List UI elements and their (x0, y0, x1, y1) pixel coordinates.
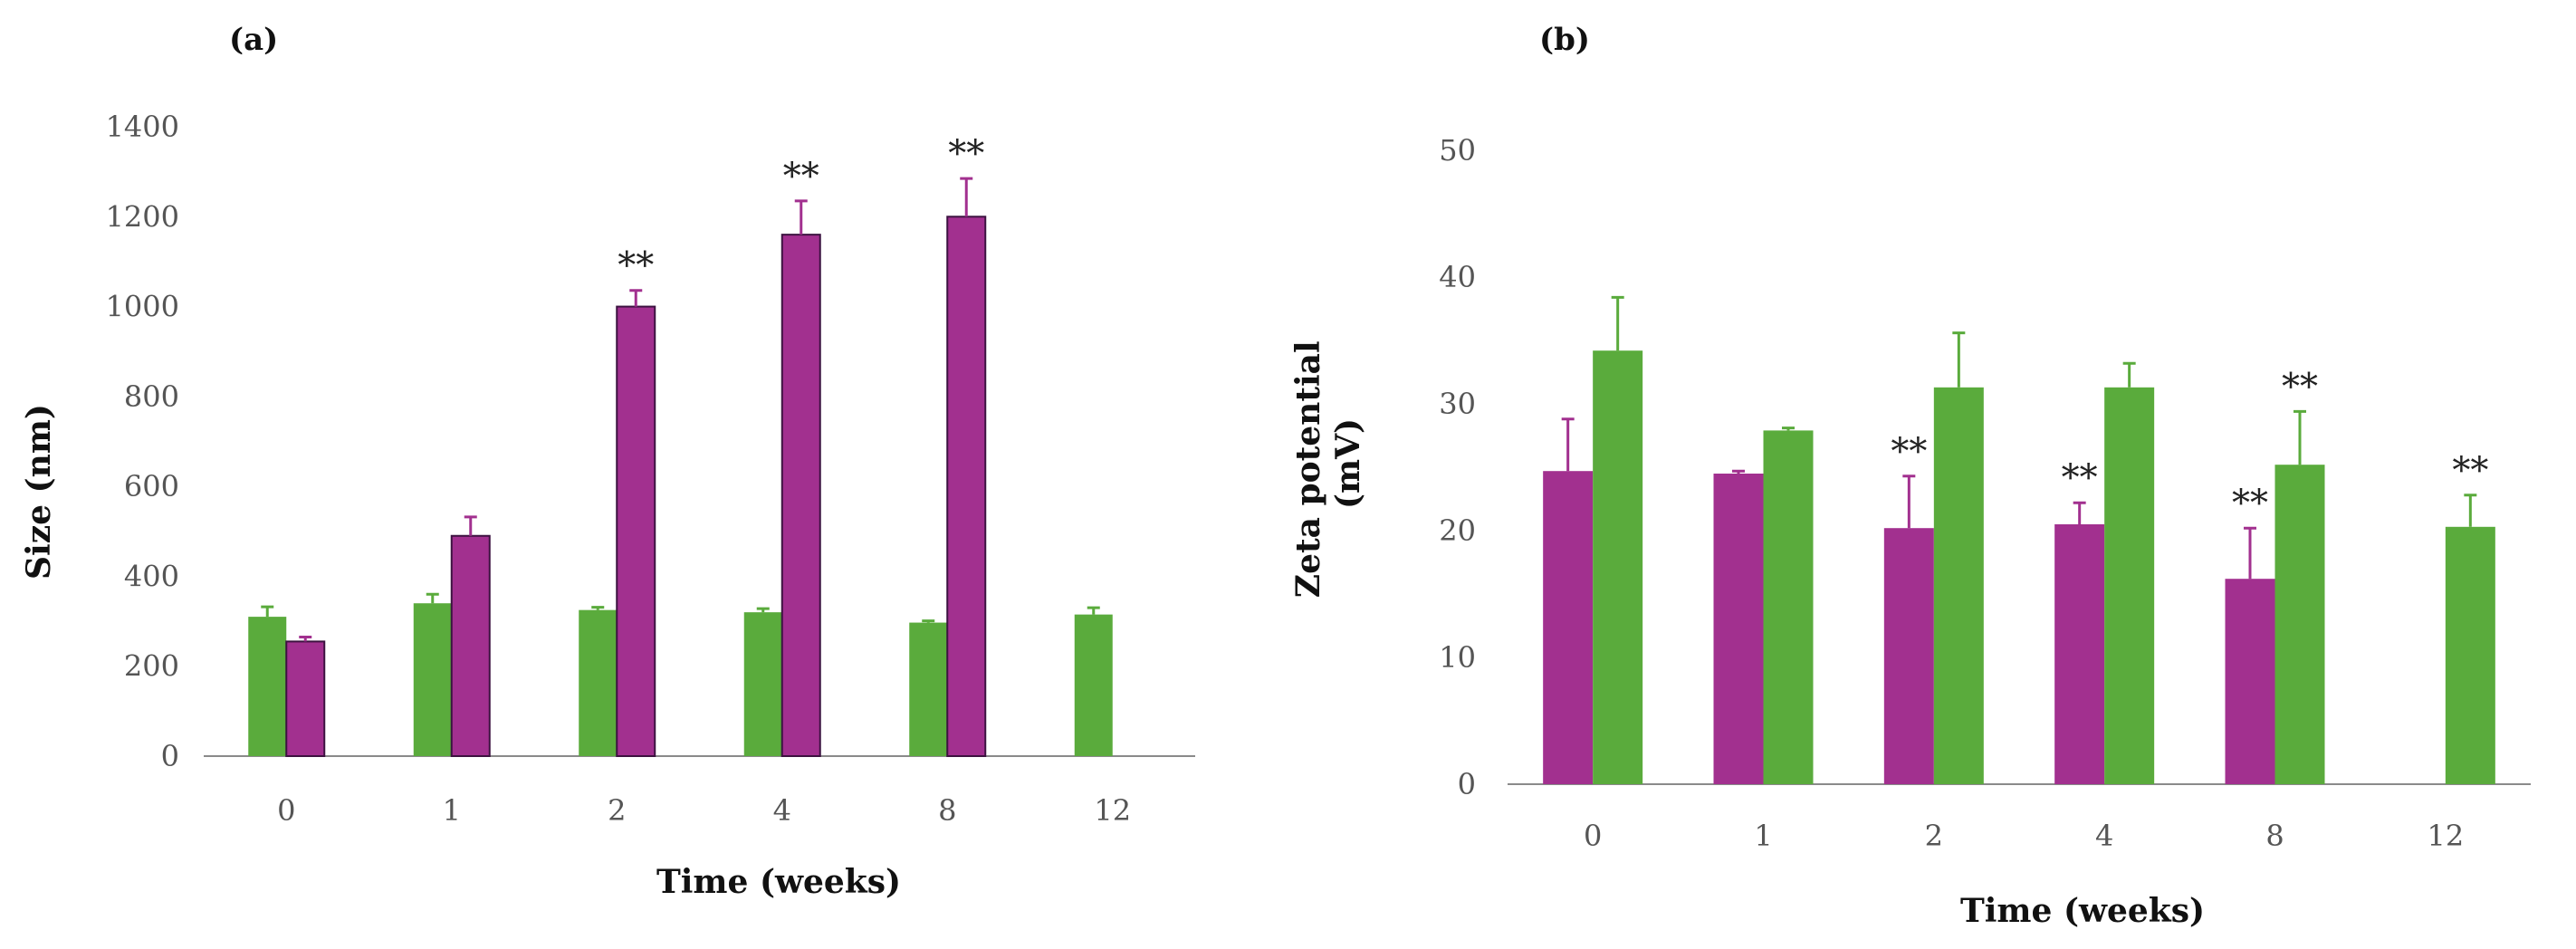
error-bar-green-0 (261, 605, 274, 618)
bar-magenta-0 (285, 640, 326, 757)
bars-b (1543, 350, 2495, 784)
error-bar-magenta-4 (2073, 501, 2086, 524)
bar-magenta-4 (780, 234, 821, 757)
error-bars-b (1561, 295, 2477, 580)
error-bar-green-12 (1087, 606, 1100, 615)
chart-b: (b) Zeta potential (mV) Time (weeks) 010… (1289, 22, 2531, 930)
error-bar-magenta-2 (1902, 474, 1916, 529)
x-tick-label: 0 (1584, 819, 1602, 853)
y-tick-label: 0 (161, 739, 179, 773)
x-ticks-b: 0 1 2 4 8 12 (1584, 819, 2464, 853)
x-tick-label: 4 (773, 793, 791, 828)
error-bar-magenta-0 (299, 635, 312, 642)
error-bar-green-8 (922, 619, 935, 623)
bar-green-1 (413, 603, 452, 756)
bar-magenta-0 (1543, 471, 1594, 784)
x-axis-title-b: Time (weeks) (1960, 892, 2205, 930)
x-tick-label: 8 (938, 793, 956, 828)
significance-mark: ** (2282, 366, 2318, 407)
x-ticks-a: 0 1 2 4 8 12 (277, 793, 1131, 828)
bar-green-12 (2445, 526, 2495, 784)
x-tick-label: 1 (1754, 819, 1772, 853)
bar-magenta-1 (450, 534, 491, 757)
significance-mark: ** (948, 133, 984, 175)
y-axis-title-a: Size (nm) (20, 404, 58, 580)
bar-green-4 (743, 612, 782, 756)
y-tick-label: 10 (1439, 640, 1476, 675)
y-axis-title-b-line1: Zeta potential (1289, 340, 1327, 598)
bar-green-12 (1074, 614, 1113, 756)
y-tick-label: 600 (124, 469, 179, 503)
y-ticks-b: 0 10 20 30 40 50 (1439, 133, 1476, 801)
error-bars-a (261, 177, 1100, 642)
x-tick-label: 1 (443, 793, 461, 828)
y-tick-label: 0 (1458, 767, 1476, 801)
bar-green-1 (1763, 430, 1814, 784)
bar-green-8 (909, 622, 948, 756)
bar-green-0 (1593, 350, 1643, 784)
panel-label-b: (b) (1539, 22, 1590, 58)
y-tick-label: 30 (1439, 387, 1476, 421)
error-bar-green-4 (756, 607, 770, 613)
y-tick-label: 50 (1439, 133, 1476, 168)
bar-green-2 (579, 609, 618, 756)
error-bar-green-8 (2294, 409, 2306, 465)
y-tick-label: 1400 (106, 110, 179, 144)
chart-a: (a) Size (nm) Time (weeks) 0200400600800… (20, 22, 1195, 901)
significance-a: ** ** ** (618, 133, 984, 287)
y-axis-title-b: Zeta potential (mV) (1289, 330, 1367, 598)
error-bar-magenta-4 (794, 199, 808, 235)
significance-b: ** ** ** ** ** (1891, 366, 2488, 524)
bar-green-2 (1933, 387, 1984, 784)
bar-green-0 (248, 617, 287, 756)
panel-label-a: (a) (229, 22, 278, 58)
bar-magenta-2 (616, 305, 656, 757)
y-tick-label: 1000 (106, 290, 179, 324)
y-ticks-a: 0 200 400 600 800 1000 1200 1400 (106, 110, 179, 773)
error-bar-green-12 (2464, 494, 2477, 527)
error-bar-green-2 (1952, 331, 1966, 388)
error-bar-magenta-2 (629, 289, 643, 307)
x-tick-label: 12 (1094, 793, 1131, 828)
error-bar-magenta-0 (1561, 417, 1575, 472)
bar-magenta-4 (2054, 524, 2105, 784)
y-tick-label: 200 (124, 649, 179, 684)
significance-mark: ** (2232, 483, 2268, 524)
error-bar-green-1 (1782, 427, 1795, 431)
bar-green-8 (2274, 465, 2325, 784)
y-tick-label: 40 (1439, 260, 1476, 294)
error-bar-magenta-1 (1732, 469, 1745, 474)
x-tick-label: 8 (2265, 819, 2284, 853)
y-tick-label: 1200 (106, 199, 179, 234)
y-axis-title-b-line2: (mV) (1329, 418, 1367, 509)
y-tick-label: 400 (124, 559, 179, 593)
error-bar-green-2 (591, 606, 605, 610)
y-tick-label: 800 (124, 379, 179, 414)
bar-magenta-1 (1713, 474, 1764, 784)
bar-magenta-2 (1883, 528, 1934, 784)
error-bar-green-0 (1611, 295, 1624, 351)
bar-magenta-8 (946, 216, 987, 758)
x-tick-label: 4 (2095, 819, 2113, 853)
bar-magenta-8 (2225, 579, 2275, 784)
error-bar-magenta-1 (464, 515, 477, 536)
bars-a (248, 216, 1113, 758)
x-axis-title-a: Time (weeks) (656, 863, 901, 901)
error-bar-magenta-8 (2244, 526, 2256, 580)
error-bar-green-1 (426, 592, 439, 604)
x-tick-label: 2 (1925, 819, 1943, 853)
significance-mark: ** (618, 245, 654, 287)
error-bar-magenta-8 (960, 177, 973, 217)
significance-mark: ** (2062, 457, 2098, 499)
significance-mark: ** (783, 156, 819, 197)
significance-mark: ** (2452, 450, 2488, 492)
x-tick-label: 0 (277, 793, 295, 828)
x-tick-label: 12 (2427, 819, 2464, 853)
x-tick-label: 2 (608, 793, 626, 828)
significance-mark: ** (1891, 431, 1927, 473)
bar-green-4 (2104, 387, 2155, 784)
y-tick-label: 20 (1439, 513, 1476, 548)
error-bar-green-4 (2122, 361, 2136, 388)
